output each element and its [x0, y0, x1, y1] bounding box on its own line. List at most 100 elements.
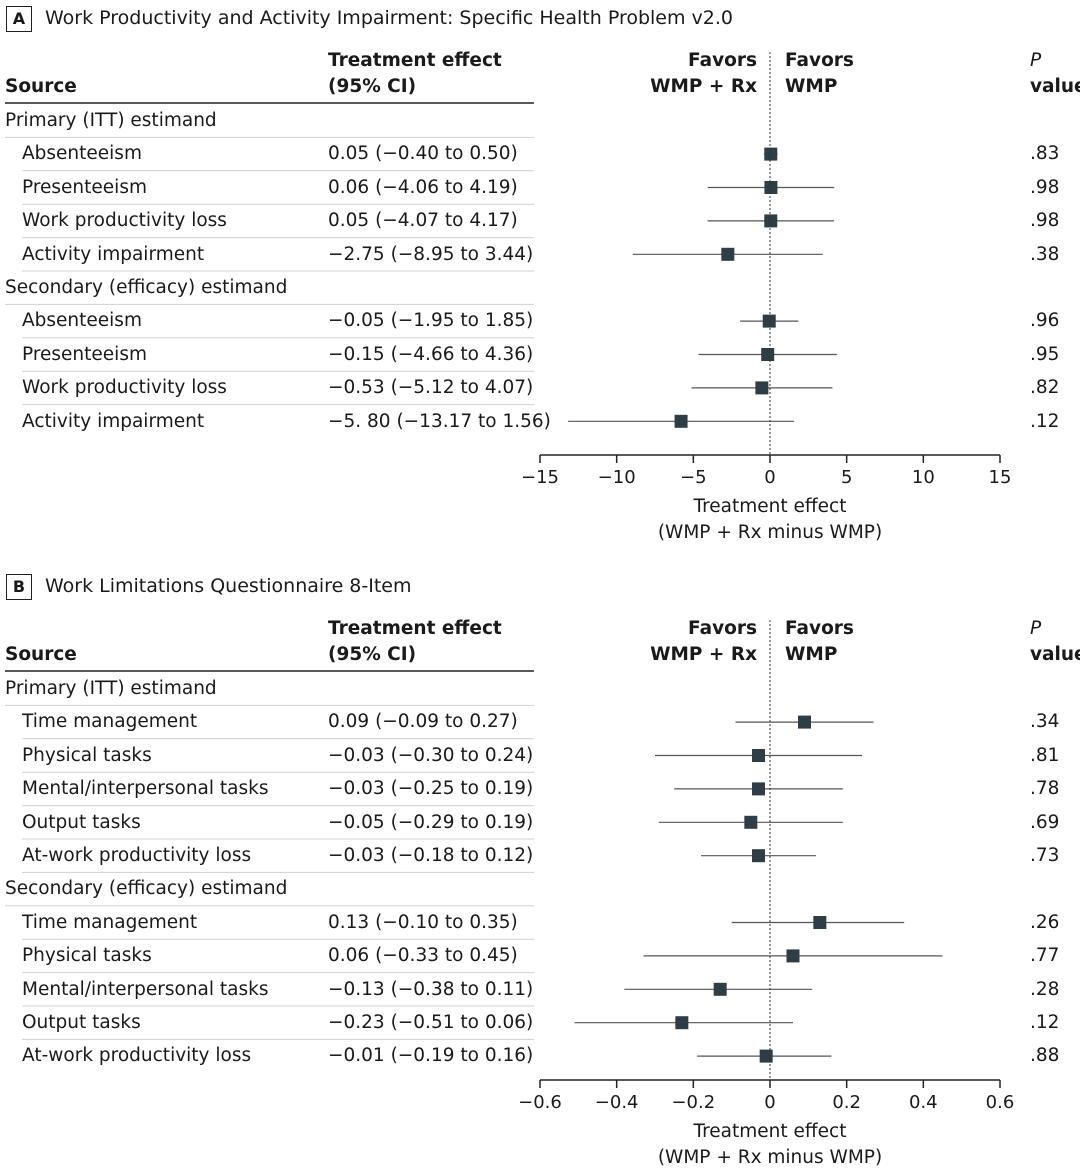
row-p-value: .12 — [1030, 410, 1060, 432]
x-tick-label: −0.6 — [518, 1092, 562, 1113]
row-label: Absenteeism — [22, 143, 142, 165]
point-estimate-marker — [675, 1016, 689, 1030]
point-estimate-marker — [759, 1049, 773, 1063]
point-estimate-marker — [755, 381, 769, 395]
row-label: Time management — [22, 711, 198, 733]
point-estimate-marker — [721, 247, 735, 261]
row-p-value: .88 — [1030, 1045, 1060, 1067]
row-ci-text: −0.15 (−4.66 to 4.36) — [328, 343, 534, 365]
row-label: Activity impairment — [22, 410, 205, 432]
header-effect-line2: (95% CI) — [328, 644, 417, 665]
row-ci-text: 0.05 (−4.07 to 4.17) — [328, 210, 518, 232]
row-label: Activity impairment — [22, 243, 205, 265]
row-ci-text: −0.23 (−0.51 to 0.06) — [328, 1012, 534, 1033]
x-axis-sublabel: (WMP + Rx minus WMP) — [658, 1147, 882, 1168]
row-label: Mental/interpersonal tasks — [22, 978, 269, 1000]
row-ci-text: −5. 80 (−13.17 to 1.56) — [328, 410, 551, 432]
row-ci-text: 0.06 (−0.33 to 0.45) — [328, 945, 518, 967]
point-estimate-marker — [752, 782, 765, 796]
row-ci-text: −0.03 (−0.25 to 0.19) — [328, 778, 534, 800]
x-tick-label: −0.2 — [671, 1092, 715, 1113]
row-ci-text: −0.13 (−0.38 to 0.11) — [328, 978, 534, 1000]
row-ci-text: −0.05 (−0.29 to 0.19) — [328, 811, 534, 833]
row-ci-text: −0.03 (−0.30 to 0.24) — [328, 744, 534, 766]
forest-plot-b: −0.6 −0.4 −0.2 0 0.2 0.4 0.6 Treatment effect (W… — [5, 620, 1015, 1168]
x-axis-label: Treatment effect — [693, 1121, 847, 1142]
row-label: Work productivity loss — [22, 210, 227, 232]
row-ci-text: 0.13 (−0.10 to 0.35) — [328, 911, 518, 933]
point-estimate-marker — [752, 849, 765, 863]
group-label: Secondary (efficacy) estimand — [5, 277, 288, 298]
header-favors-left-line1: Favors — [688, 618, 757, 639]
point-estimate-marker — [761, 348, 775, 361]
row-p-value: .82 — [1030, 377, 1060, 399]
x-tick-label: 0.6 — [986, 1092, 1015, 1113]
row-p-value: .34 — [1030, 711, 1060, 733]
header-source: Source — [5, 644, 77, 665]
row-p-value: .69 — [1030, 811, 1060, 833]
row-ci-text: 0.09 (−0.09 to 0.27) — [328, 711, 518, 733]
point-estimate-marker — [762, 314, 776, 328]
header-favors-right-line1: Favors — [785, 618, 854, 639]
panel-letter-a: A — [6, 6, 32, 32]
header-p-line2: value — [1030, 76, 1080, 97]
x-tick-label: −5 — [680, 467, 707, 488]
header-p-line2: value — [1030, 644, 1080, 665]
group-label: Primary (ITT) estimand — [5, 678, 217, 699]
header-effect-line1: Treatment effect — [328, 50, 502, 71]
header-favors-left-line1: Favors — [688, 50, 757, 71]
row-p-value: .96 — [1030, 310, 1060, 332]
row-label: At-work productivity loss — [22, 1045, 252, 1067]
point-estimate-marker — [764, 181, 778, 194]
row-ci-text: 0.06 (−4.06 to 4.19) — [328, 176, 518, 198]
x-tick-label: 0 — [764, 1092, 775, 1113]
point-estimate-marker — [764, 147, 778, 161]
point-estimate-marker — [713, 982, 727, 996]
row-label: Mental/interpersonal tasks — [22, 778, 269, 800]
header-p-line1: P — [1030, 618, 1042, 639]
row-p-value: .98 — [1030, 176, 1060, 198]
group-label: Secondary (efficacy) estimand — [5, 878, 288, 900]
row-ci-text: −0.05 (−1.95 to 1.85) — [328, 310, 534, 332]
row-ci-text: −2.75 (−8.95 to 3.44) — [328, 243, 534, 265]
row-p-value: .73 — [1030, 845, 1060, 866]
x-axis-label: Treatment effect — [693, 496, 847, 517]
header-favors-right-line2: WMP — [785, 644, 838, 665]
panel-title: Work Productivity and Activity Impairmen… — [45, 7, 734, 29]
forest-plot-a: −15 −10 −5 0 5 10 15 Treatment effect (WMP + Rx … — [5, 52, 1012, 543]
row-label: At-work productivity loss — [22, 845, 252, 866]
row-label: Presenteeism — [22, 176, 147, 198]
point-estimate-marker — [786, 949, 800, 963]
row-p-value: .95 — [1030, 343, 1060, 365]
row-p-value: .98 — [1030, 210, 1060, 232]
header-effect-line1: Treatment effect — [328, 618, 502, 639]
row-p-value: .77 — [1030, 945, 1060, 967]
x-tick-label: 0 — [764, 467, 775, 488]
point-estimate-marker — [813, 916, 827, 929]
x-axis-sublabel: (WMP + Rx minus WMP) — [658, 522, 882, 543]
x-tick-label: 0.4 — [909, 1092, 938, 1113]
x-tick-label: −15 — [521, 467, 559, 488]
header-favors-right-line1: Favors — [785, 50, 854, 71]
group-label: Primary (ITT) estimand — [5, 110, 217, 131]
x-tick-label: 15 — [989, 467, 1012, 488]
point-estimate-marker — [744, 815, 758, 829]
x-tick-label: −10 — [598, 467, 636, 488]
row-label: Physical tasks — [22, 945, 152, 967]
point-estimate-marker — [674, 414, 688, 428]
row-p-value: .83 — [1030, 143, 1060, 165]
row-ci-text: −0.01 (−0.19 to 0.16) — [328, 1045, 534, 1067]
row-ci-text: −0.53 (−5.12 to 4.07) — [328, 377, 534, 399]
point-estimate-marker — [764, 214, 778, 228]
header-source: Source — [5, 76, 77, 97]
row-p-value: .12 — [1030, 1012, 1060, 1033]
header-favors-left-line2: WMP + Rx — [650, 644, 757, 665]
row-label: Physical tasks — [22, 744, 152, 766]
row-label: Output tasks — [22, 811, 141, 833]
row-ci-text: 0.05 (−0.40 to 0.50) — [328, 143, 518, 165]
header-p-line1: P — [1030, 50, 1042, 71]
row-label: Time management — [22, 911, 198, 933]
row-p-value: .28 — [1030, 978, 1060, 1000]
x-tick-label: 0.2 — [832, 1092, 861, 1113]
panel-title: Work Limitations Questionnaire 8-Item — [45, 575, 412, 597]
